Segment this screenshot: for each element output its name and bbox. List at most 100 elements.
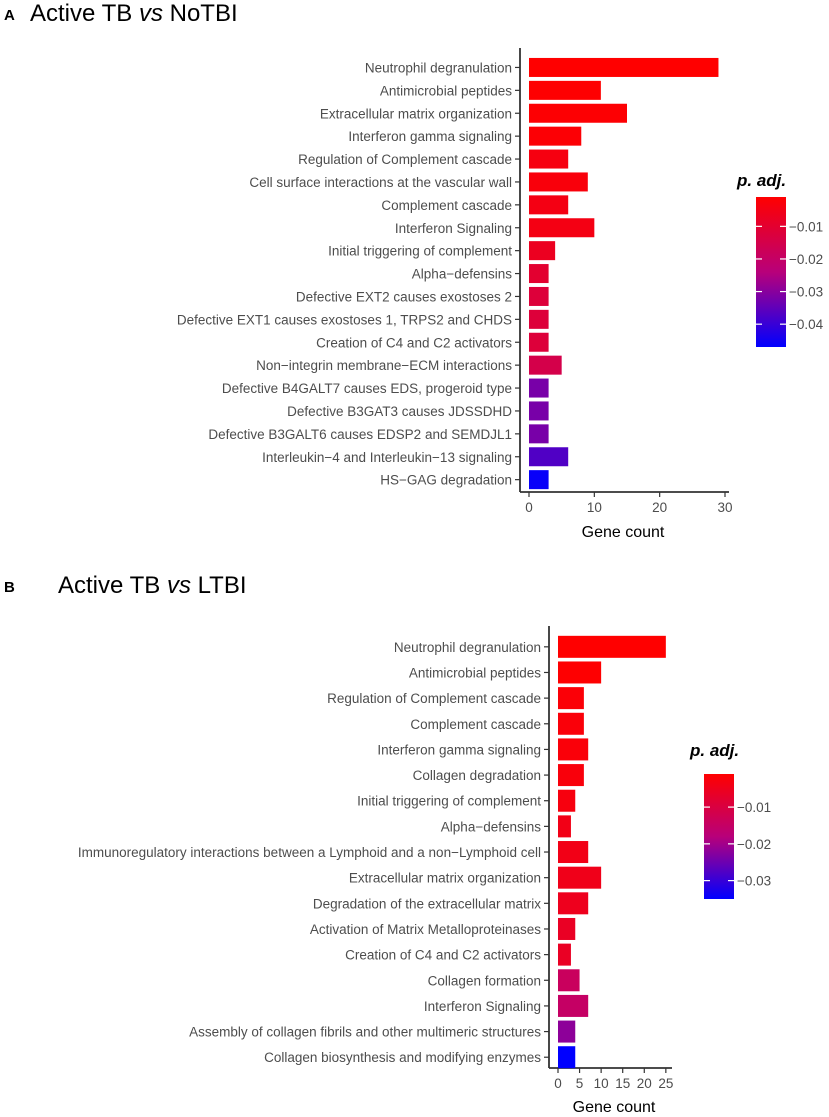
panel-a-bar (529, 57, 719, 77)
panel-b-bar (558, 815, 571, 838)
panel-a-bar (529, 309, 549, 329)
panel-b-x-tick-label: 0 (554, 1076, 562, 1091)
panel-b: B Active TB vs LTBI Neutrophil degranula… (4, 572, 771, 1116)
panel-a-bar (529, 80, 601, 100)
panel-b-legend-tick-label: −0.01 (737, 800, 771, 815)
panel-a-bar (529, 103, 627, 123)
panel-b-legend-colorbar (704, 774, 734, 899)
panel-a-category-label: Interleukin−4 and Interleukin−13 signali… (262, 450, 512, 465)
panel-a-legend-tick-label: −0.04 (789, 317, 824, 332)
panel-a-title-part-3: NoTBI (163, 0, 238, 27)
panel-a-legend-colorbar (756, 197, 786, 347)
panel-a-category-label: Non−integrin membrane−ECM interactions (256, 358, 512, 373)
panel-a-bar (529, 218, 595, 238)
panel-a-x-tick-label: 0 (525, 500, 533, 515)
panel-b-x-tick-label: 25 (658, 1076, 673, 1091)
panel-b-bar (558, 994, 589, 1017)
panel-b-xlabel: Gene count (573, 1099, 656, 1116)
panel-b-category-label: Assembly of collagen fibrils and other m… (189, 1025, 541, 1040)
panel-a-title-part-1: Active TB (30, 0, 139, 27)
panel-a-letter: A (4, 7, 15, 24)
panel-b-bar (558, 866, 602, 889)
panel-b-x-tick-label: 5 (576, 1076, 584, 1091)
panel-b-bar (558, 892, 589, 915)
panel-a-category-label: Interferon Signaling (395, 221, 512, 236)
panel-a-bar (529, 126, 582, 146)
panel-a-category-label: Antimicrobial peptides (380, 83, 512, 98)
panel-a-x-tick-label: 20 (652, 500, 667, 515)
panel-a-bar (529, 241, 556, 261)
panel-a-category-label: Defective B4GALT7 causes EDS, progeroid … (222, 381, 512, 396)
panel-a-category-label: Defective B3GAT3 causes JDSSDHD (287, 404, 512, 419)
panel-b-bar (558, 841, 589, 864)
panel-a-plot: Neutrophil degranulation Antimicrobial pe… (177, 48, 733, 515)
panel-b-bar (558, 712, 584, 735)
panel-a-bar (529, 172, 588, 192)
panel-a-legend-tick-label: −0.03 (789, 285, 823, 300)
panel-b-bar (558, 1046, 576, 1069)
panel-b-legend-tick-label: −0.02 (737, 837, 771, 852)
panel-b-x-tick-label: 10 (594, 1076, 609, 1091)
panel-b-bar (558, 789, 576, 812)
panel-a-bar (529, 378, 549, 398)
panel-b-category-label: Regulation of Complement cascade (327, 691, 541, 706)
panel-a: A Active TB vs NoTBI Neutrophil degranul… (4, 0, 824, 541)
panel-a-x-tick-label: 10 (587, 500, 602, 515)
panel-b-category-label: Initial triggering of complement (357, 794, 541, 809)
panel-a-bar (529, 332, 549, 352)
panel-b-legend-tick-label: −0.03 (737, 874, 771, 889)
panel-a-legend-ticks: −0.01 −0.02 −0.03 −0.04 (756, 219, 824, 332)
panel-b-category-label: Collagen biosynthesis and modifying enzy… (264, 1050, 541, 1065)
panel-a-x-tick-label: 30 (717, 500, 732, 515)
panel-a-category-label: Defective B3GALT6 causes EDSP2 and SEMDJ… (208, 427, 512, 442)
panel-b-bar (558, 687, 584, 710)
panel-b-bar (558, 917, 576, 940)
panel-b-x-tick-label: 15 (615, 1076, 630, 1091)
panel-a-legend-tick-label: −0.01 (789, 219, 823, 234)
panel-a-legend-title: p. adj. (736, 171, 786, 190)
panel-a-category-label: Neutrophil degranulation (365, 60, 512, 75)
panel-a-bar (529, 470, 549, 490)
panel-a-bar (529, 447, 569, 467)
panel-b-category-label: Immunoregulatory interactions between a … (78, 845, 541, 860)
panel-b-category-label: Collagen degradation (413, 768, 541, 783)
panel-b-bar (558, 661, 602, 684)
panel-b-bar (558, 635, 666, 658)
panel-b-title-part-1: Active TB (58, 572, 167, 599)
panel-b-x-tick-label: 20 (637, 1076, 652, 1091)
panel-a-category-label: Creation of C4 and C2 activators (316, 335, 512, 350)
panel-b-category-label: Alpha−defensins (441, 819, 541, 834)
panel-a-category-label: Cell surface interactions at the vascula… (249, 175, 512, 190)
panel-b-letter: B (4, 579, 15, 596)
panel-b-bar (558, 943, 571, 966)
panel-b-category-label: Interferon gamma signaling (377, 742, 541, 757)
panel-b-category-label: Activation of Matrix Metalloproteinases (310, 922, 541, 937)
panel-b-title-part-2: vs (167, 572, 191, 599)
panel-b-bar (558, 1020, 576, 1043)
panel-a-category-label: Defective EXT2 causes exostoses 2 (296, 289, 512, 304)
panel-a-bar (529, 149, 569, 169)
panel-b-category-label: Extracellular matrix organization (349, 871, 541, 886)
panel-a-category-label: Regulation of Complement cascade (298, 152, 512, 167)
panel-b-bar (558, 764, 584, 787)
panel-a-bar (529, 286, 549, 306)
panel-a-bar (529, 264, 549, 284)
panel-b-category-label: Complement cascade (410, 717, 541, 732)
panel-b-title-part-3: LTBI (191, 572, 247, 599)
panel-b-category-label: Interferon Signaling (424, 999, 541, 1014)
panel-a-bar (529, 424, 549, 444)
panel-a-title: Active TB vs NoTBI (30, 0, 238, 27)
panel-a-category-label: Initial triggering of complement (328, 244, 512, 259)
panel-b-title: Active TB vs LTBI (58, 572, 247, 599)
panel-b-category-label: Collagen formation (428, 973, 541, 988)
panel-a-title-part-2: vs (139, 0, 163, 27)
panel-a-category-label: Extracellular matrix organization (320, 106, 512, 121)
panel-a-category-label: HS−GAG degradation (380, 473, 512, 488)
panel-a-category-label: Alpha−defensins (412, 267, 512, 282)
panel-a-bar (529, 195, 569, 215)
panel-b-legend-ticks: −0.01 −0.02 −0.03 (704, 800, 771, 889)
panel-b-bar (558, 738, 589, 761)
panel-b-category-label: Antimicrobial peptides (409, 665, 541, 680)
panel-b-bar (558, 969, 580, 992)
